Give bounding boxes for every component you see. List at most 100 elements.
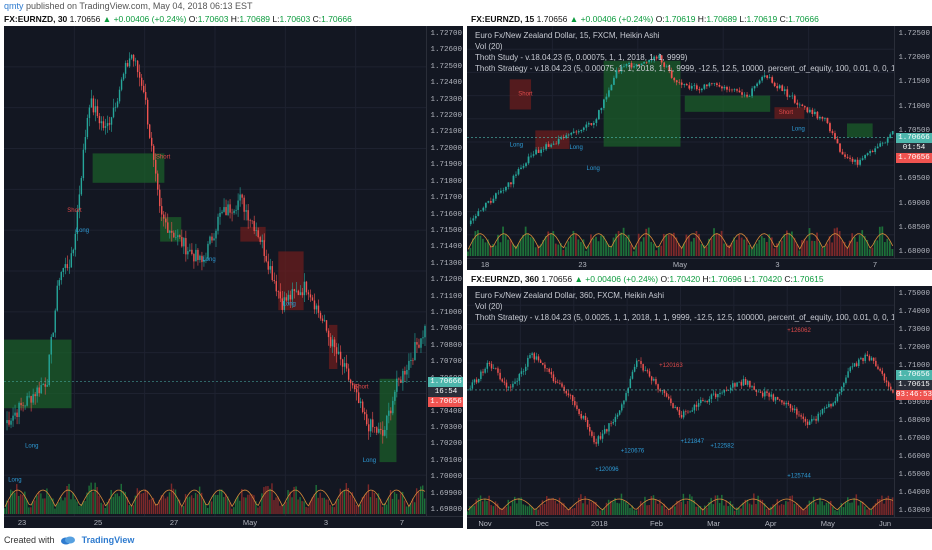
time-axis-left[interactable]: 23 25 27 May 3 7 bbox=[4, 516, 463, 528]
pane-divider-horizontal[interactable] bbox=[467, 271, 932, 273]
volume-bar bbox=[481, 501, 484, 515]
time-axis-bottom-right[interactable]: Nov Dec 2018 Feb Mar Apr May Jun bbox=[467, 517, 932, 529]
candle-body bbox=[766, 75, 769, 78]
volume-bar bbox=[695, 231, 698, 256]
legend-volume[interactable]: Vol (20) bbox=[475, 302, 503, 311]
candle-body bbox=[66, 264, 69, 268]
candle-body bbox=[881, 142, 884, 144]
candle-body bbox=[263, 240, 265, 256]
volume-bar bbox=[584, 496, 586, 515]
chart-pane-bottom-right[interactable]: FX:EURNZD, 360 1.70656 ▲ +0.00406 (+0.24… bbox=[467, 273, 932, 530]
candle-body bbox=[781, 400, 783, 403]
candle-body bbox=[853, 363, 856, 367]
symbol-label: FX:EURNZD, 15 bbox=[471, 14, 535, 24]
time-tick-label: 7 bbox=[399, 518, 405, 527]
candle-body bbox=[612, 421, 614, 424]
candlestick-chart-left[interactable]: Short Long Short Long Long Long Short Long Long bbox=[4, 26, 426, 516]
candle-body bbox=[640, 63, 643, 65]
volume-bar bbox=[886, 238, 889, 256]
volume-bar bbox=[403, 500, 406, 514]
chart-pane-top-right[interactable]: FX:EURNZD, 15 1.70656 ▲ +0.00406 (+0.24%… bbox=[467, 13, 932, 271]
candle-body bbox=[556, 382, 559, 384]
legend-series[interactable]: Euro Fx/New Zealand Dollar, 360, FXCM, H… bbox=[475, 291, 664, 300]
candle-body bbox=[689, 411, 691, 413]
candle-body bbox=[191, 249, 193, 255]
volume-bar bbox=[558, 497, 561, 515]
volume-bar bbox=[599, 510, 601, 515]
candle-body bbox=[507, 182, 510, 187]
volume-bar bbox=[763, 237, 766, 256]
candle-body bbox=[518, 373, 521, 381]
volume-bar bbox=[586, 504, 589, 515]
last-price: 1.70656 bbox=[69, 14, 101, 24]
candle-body bbox=[653, 56, 656, 60]
candle-body bbox=[484, 202, 487, 208]
price-tick-label: 1.71200 bbox=[430, 276, 462, 285]
time-tick-label: Nov bbox=[478, 519, 492, 528]
chart-pane-left[interactable]: FX:EURNZD, 30 1.70656 ▲ +0.00406 (+0.24%… bbox=[0, 13, 463, 530]
candle-body bbox=[776, 397, 779, 400]
candle-body bbox=[497, 368, 499, 373]
candle-body bbox=[161, 206, 163, 215]
candle-body bbox=[525, 163, 527, 167]
chart-canvas-top-right[interactable]: Short Long Long Long Short Long Euro Fx/New Z… bbox=[467, 26, 894, 258]
volume-bar bbox=[479, 235, 482, 256]
volume-bar bbox=[607, 499, 610, 515]
candle-body bbox=[821, 116, 824, 119]
time-axis-top-right[interactable]: 18 23 May 3 7 bbox=[467, 258, 932, 270]
volume-bar bbox=[564, 246, 567, 256]
candle-body bbox=[595, 442, 597, 444]
volume-bar bbox=[848, 240, 851, 256]
price-axis-left[interactable]: 1.72700 1.72600 1.72500 1.72400 1.72300 1.722… bbox=[426, 26, 463, 516]
volume-bar bbox=[279, 505, 281, 514]
volume-bar bbox=[74, 499, 76, 514]
legend-series[interactable]: Euro Fx/New Zealand Dollar, 15, FXCM, He… bbox=[475, 31, 660, 40]
candle-body bbox=[875, 360, 877, 367]
candle-body bbox=[524, 366, 527, 372]
price-tick-label: 1.71100 bbox=[430, 292, 462, 301]
legend-study[interactable]: Thoth Study - v.18.04.23 (5, 0.00075, 1,… bbox=[475, 53, 688, 62]
candle-body bbox=[386, 415, 388, 430]
price-axis-bottom-right[interactable]: 1.750001.740001.730001.720001.710001.700… bbox=[894, 286, 932, 517]
candle-body bbox=[82, 149, 85, 179]
author-link[interactable]: qmty bbox=[4, 1, 24, 11]
volume-bar bbox=[331, 506, 333, 514]
volume-bar bbox=[795, 502, 798, 515]
candlestick-chart-bottom-right[interactable]: +120096 +120676 +121847 +122582 +125744 +1201… bbox=[467, 286, 894, 517]
volume-bar bbox=[106, 502, 108, 514]
legend-strategy[interactable]: Thoth Strategy - v.18.04.23 (5, 0.00075,… bbox=[475, 64, 894, 73]
volume-bar bbox=[782, 504, 785, 515]
volume-bar bbox=[399, 493, 402, 514]
volume-bar bbox=[158, 499, 161, 514]
candle-body bbox=[343, 363, 346, 367]
volume-bar bbox=[755, 504, 757, 515]
candle-body bbox=[515, 174, 517, 176]
volume-bar bbox=[785, 230, 788, 256]
volume-bar bbox=[736, 507, 738, 515]
volume-bar bbox=[881, 226, 884, 256]
candle-body bbox=[798, 104, 801, 106]
volume-bar bbox=[823, 505, 826, 515]
candle-body bbox=[781, 85, 784, 91]
candle-body bbox=[731, 89, 733, 91]
candle-body bbox=[108, 123, 111, 125]
chart-canvas-bottom-right[interactable]: +120096 +120676 +121847 +122582 +125744 +1201… bbox=[467, 286, 894, 517]
tradingview-brand-link[interactable]: TradingView bbox=[81, 535, 135, 545]
candle-body bbox=[237, 200, 239, 210]
volume-bar bbox=[612, 237, 615, 256]
volume-bar bbox=[504, 233, 507, 256]
volume-bar bbox=[859, 501, 862, 515]
chart-canvas-left[interactable]: Short Long Short Long Long Long Short Long Long bbox=[4, 26, 426, 516]
volume-bar bbox=[492, 506, 495, 515]
candle-body bbox=[821, 408, 824, 414]
long-trade-label: Long bbox=[8, 478, 21, 484]
price-axis-top-right[interactable]: 1.725001.720001.715001.710001.705001.700… bbox=[894, 26, 932, 258]
volume-bar bbox=[84, 500, 86, 514]
pane-divider-vertical[interactable] bbox=[463, 13, 467, 530]
legend-strategy[interactable]: Thoth Strategy - v.18.04.23 (5, 0.0025, … bbox=[475, 313, 894, 322]
price-tick-label: 1.70300 bbox=[430, 423, 462, 432]
legend-volume[interactable]: Vol (20) bbox=[475, 42, 503, 51]
candle-body bbox=[575, 131, 578, 133]
volume-bar bbox=[176, 499, 179, 514]
candlestick-chart-top-right[interactable]: Short Long Long Long Short Long bbox=[467, 26, 894, 258]
